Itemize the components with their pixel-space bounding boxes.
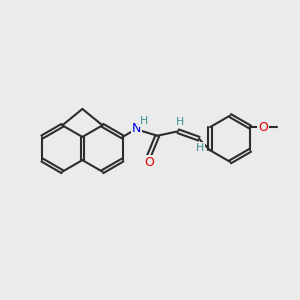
Text: O: O [258, 121, 268, 134]
Text: N: N [132, 122, 142, 135]
Text: H: H [140, 116, 148, 127]
Text: H: H [196, 143, 205, 153]
Text: O: O [144, 156, 154, 169]
Text: H: H [176, 117, 184, 127]
